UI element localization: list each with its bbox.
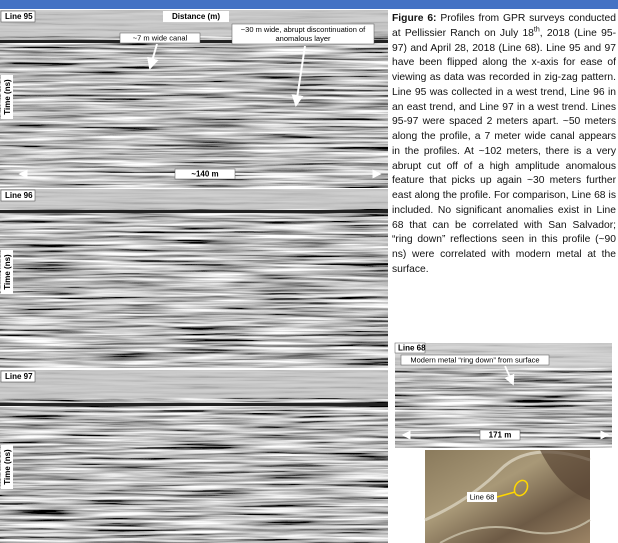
annotation: ~30 m wide, abrupt discontinuation of [241,25,366,34]
header-bar [0,0,618,9]
y-axis-label: Time (ns) [3,79,12,115]
annotation: ~7 m wide canal [133,33,188,42]
radargram [0,189,388,368]
map-label: Line 68 [470,492,495,501]
surface-reflection [0,403,388,406]
y-axis-label: Time (ns) [3,254,12,290]
air-band [0,189,388,209]
panel-label: Line 68 [398,344,426,353]
annotation: Modern metal “ring down” from surface [410,355,539,364]
panel-label: Line 95 [5,12,33,21]
gpr-panel: Line 97 Time (ns) [0,370,388,543]
gpr-panel: Line 96 Time (ns) [0,189,388,368]
y-axis-label: Time (ns) [3,449,12,485]
panel-label: Line 97 [5,372,33,381]
annotation: anomalous layer [275,34,331,43]
figure-caption: Figure 6: Profiles from GPR surveys cond… [392,12,616,278]
caption-text: , 2018 (Line 95-97) and April 28, 2018 (… [392,28,616,275]
x-axis-label: Distance (m) [172,12,220,21]
air-band [0,370,388,398]
gpr-panel: Line 68 Modern metal “ring down” from su… [395,343,612,448]
page: Line 95 Distance (m) Time (ns) ~7 m wide… [0,0,618,543]
caption-label: Figure 6: [392,13,436,24]
map-image: Line 68 [425,450,590,543]
scale-label: 171 m [489,431,512,440]
scale-label: ~140 m [191,170,218,179]
panel-label: Line 96 [5,191,33,200]
gpr-panel: Line 95 Distance (m) Time (ns) ~7 m wide… [0,10,388,188]
surface-reflection [0,210,388,213]
